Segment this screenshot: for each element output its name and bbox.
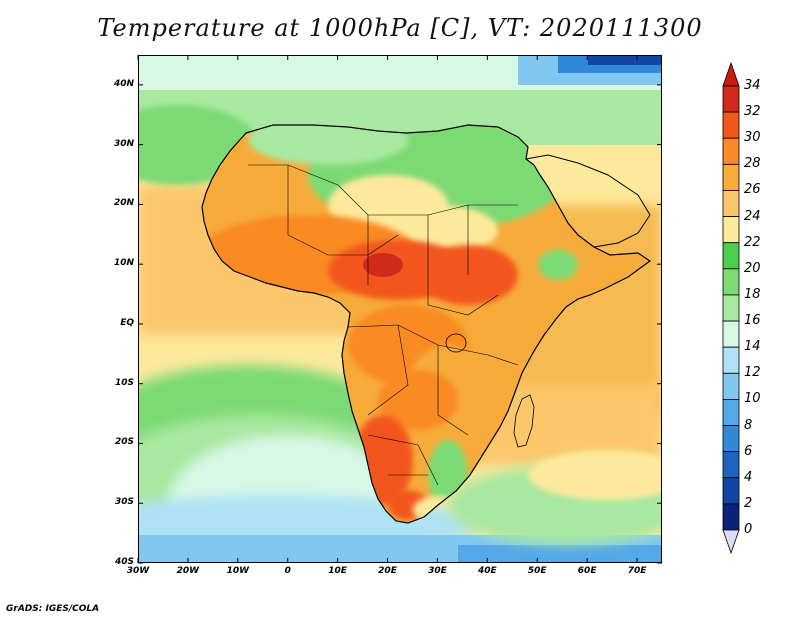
colorbar-segment <box>722 242 740 270</box>
footer-credit: GrADS: IGES/COLA <box>6 604 100 614</box>
lat-label: 10S <box>114 377 134 388</box>
colorbar-segment <box>722 425 740 453</box>
colorbar-label: 10 <box>744 391 761 407</box>
colorbar-label: 26 <box>744 182 761 198</box>
colorbar-segment <box>722 477 740 505</box>
axis-ticks <box>137 55 662 564</box>
colorbar-segment <box>722 320 740 348</box>
colorbar-label: 22 <box>744 234 761 250</box>
colorbar-segment <box>722 85 740 113</box>
lon-label: 10W <box>226 566 250 576</box>
colorbar-extend-bottom <box>722 529 740 554</box>
colorbar-label: 8 <box>744 417 753 433</box>
map-title: Temperature at 1000hPa [C], VT: 20201113… <box>97 14 703 42</box>
colorbar-segment <box>722 294 740 322</box>
colorbar-label: 4 <box>744 469 753 485</box>
map-plot-area <box>137 55 662 564</box>
lat-label: EQ <box>120 317 134 328</box>
colorbar-label: 34 <box>744 78 761 93</box>
colorbar-label: 24 <box>744 208 761 224</box>
lat-label: 30N <box>113 138 134 149</box>
lat-label: 20S <box>114 437 134 448</box>
colorbar-segment <box>722 111 740 139</box>
colorbar-segment <box>722 190 740 217</box>
colorbar-extend-top <box>722 62 740 87</box>
colorbar-label: 18 <box>744 286 761 302</box>
lon-label: 70E <box>627 566 647 576</box>
lon-label: 50E <box>527 566 547 576</box>
colorbar-label: 14 <box>744 339 761 355</box>
lat-label: 30S <box>114 497 134 508</box>
colorbar-label: 20 <box>744 260 761 276</box>
lat-label: 20N <box>113 198 134 209</box>
lon-label: 30E <box>428 566 447 576</box>
colorbar-label: 32 <box>744 104 761 120</box>
temperature-field <box>138 55 662 563</box>
lon-label: 40E <box>477 566 497 576</box>
colorbar-segment <box>722 346 740 374</box>
lon-label: 10E <box>328 566 347 576</box>
lon-label: 0 <box>284 566 291 576</box>
lat-label: 10N <box>113 258 134 269</box>
lat-label: 40N <box>113 78 134 89</box>
lon-label: 20E <box>378 566 397 576</box>
colorbar-segment <box>722 137 740 165</box>
lat-label: 40S <box>114 557 134 567</box>
colorbar-label: 0 <box>744 522 753 537</box>
lon-label: 20W <box>176 566 200 576</box>
colorbar-label: 16 <box>744 313 761 329</box>
colorbar-segment <box>722 372 740 400</box>
colorbar-segment <box>722 399 740 426</box>
colorbar-label: 28 <box>744 156 761 172</box>
colorbar-segment <box>722 163 740 191</box>
colorbar-segment <box>722 503 740 531</box>
lon-label: 30W <box>126 566 150 576</box>
colorbar-label: 2 <box>744 495 753 511</box>
colorbar-label: 6 <box>744 443 753 459</box>
colorbar-segment <box>722 268 740 296</box>
colorbar <box>722 62 740 554</box>
colorbar-label: 30 <box>744 130 761 146</box>
colorbar-segment <box>722 216 740 244</box>
colorbar-segment <box>722 451 740 479</box>
lon-label: 60E <box>577 566 597 576</box>
colorbar-label: 12 <box>744 365 761 381</box>
